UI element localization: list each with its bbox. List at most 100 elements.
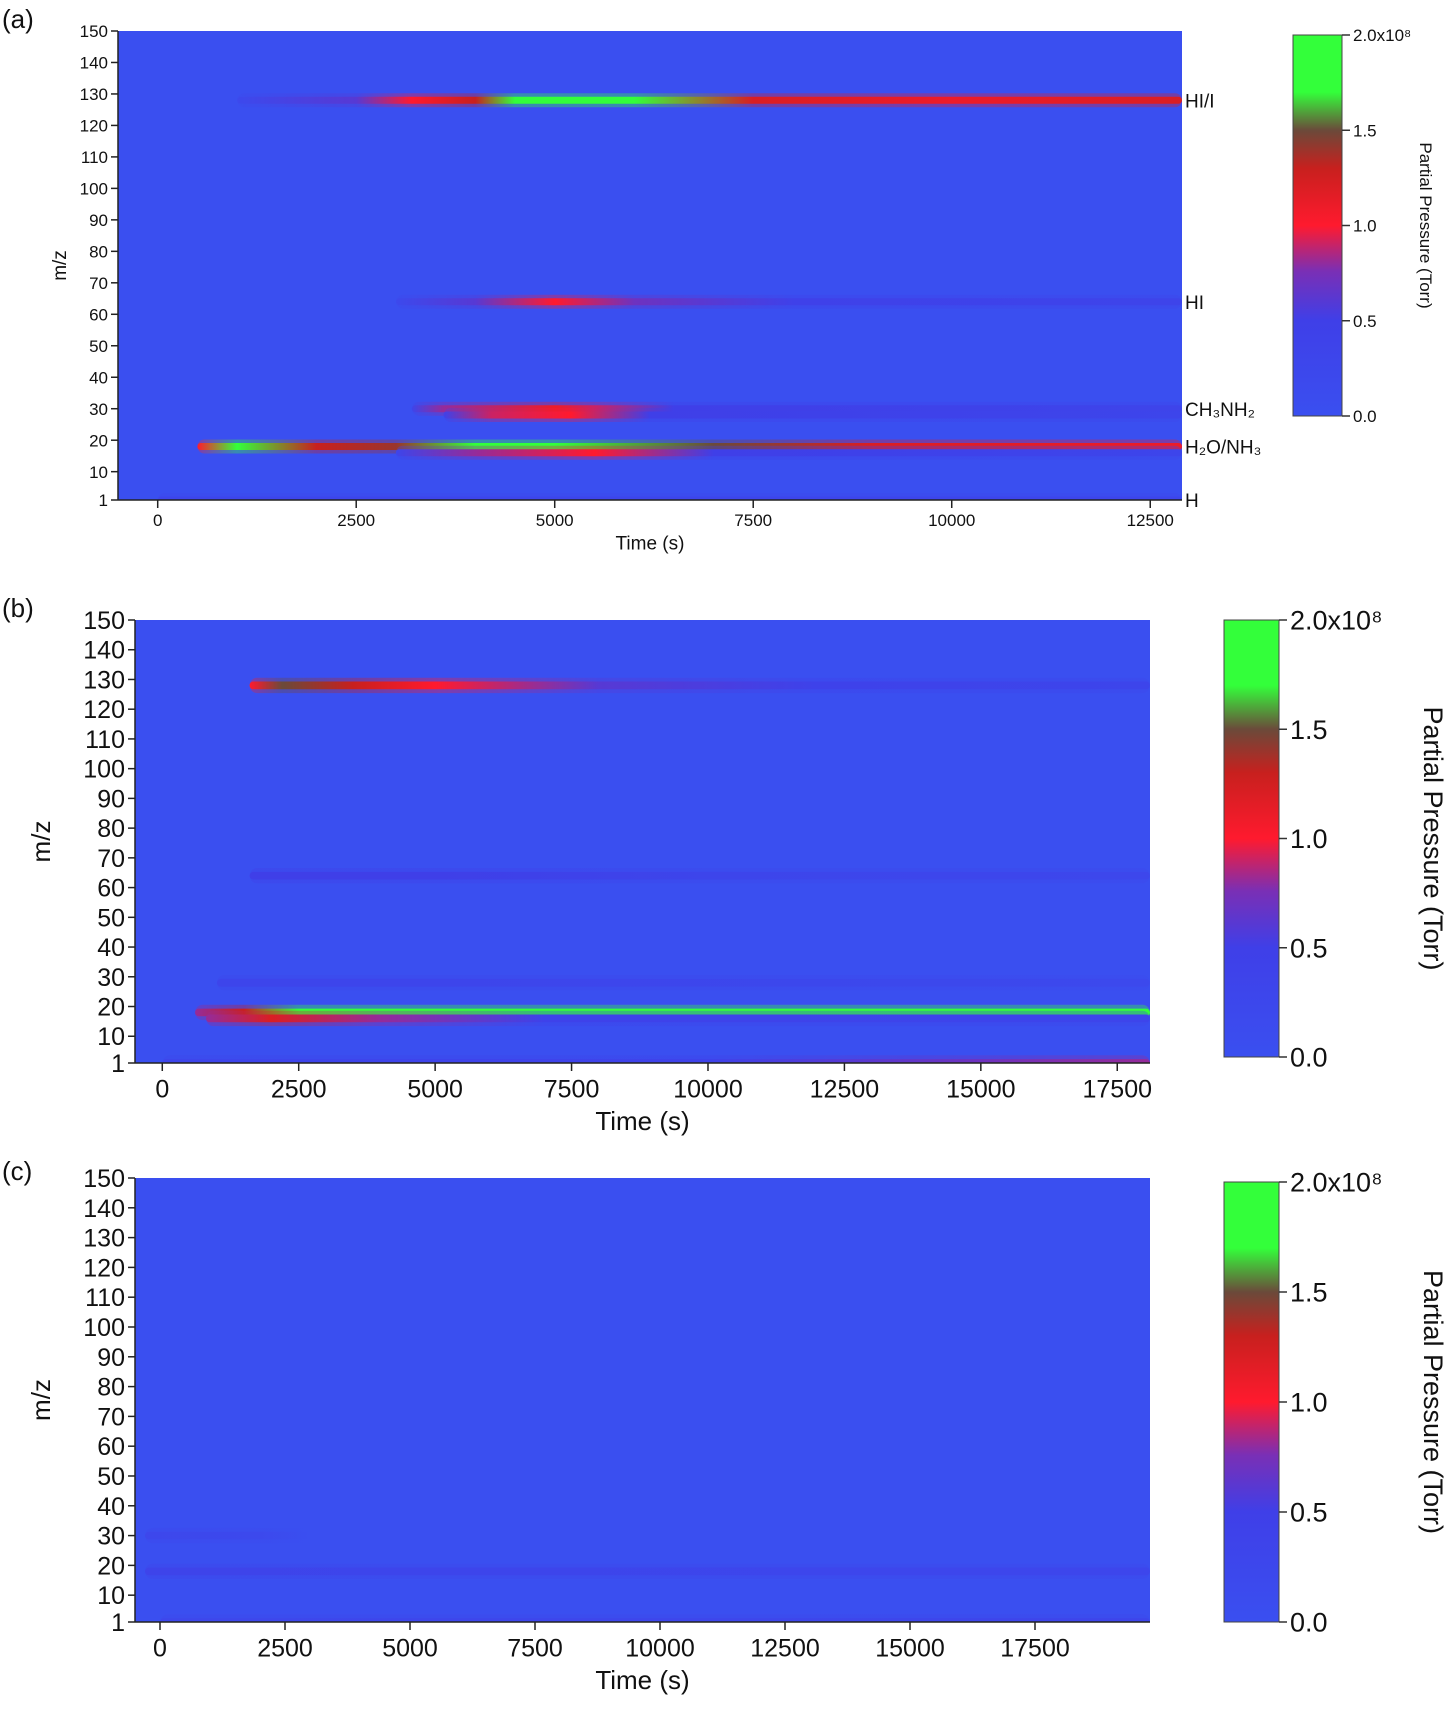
y-tick-label: 90 bbox=[89, 211, 108, 230]
y-tick-label: 10 bbox=[97, 1582, 125, 1610]
colorbar-tick-label: 1.5 bbox=[1290, 1278, 1328, 1308]
heatmap-background bbox=[135, 1178, 1150, 1622]
colorbar-tick-label: 0.0 bbox=[1353, 407, 1377, 426]
x-axis-title: Time (s) bbox=[595, 1106, 689, 1136]
band-label: HI/I bbox=[1185, 91, 1215, 112]
y-tick-label: 50 bbox=[89, 337, 108, 356]
y-tick-label: 90 bbox=[97, 785, 125, 813]
heatmap-bands bbox=[145, 1527, 1150, 1622]
band-label: H₂O/NH₃ bbox=[1185, 438, 1261, 459]
colorbar-title: Partial Pressure (Torr) bbox=[1416, 142, 1435, 308]
y-tick-label: 140 bbox=[83, 1195, 125, 1223]
x-tick-label: 0 bbox=[155, 1075, 169, 1103]
y-tick-label: 60 bbox=[89, 305, 108, 324]
band-mz-18 bbox=[145, 1567, 1150, 1576]
y-tick-label: 20 bbox=[97, 994, 125, 1022]
y-tick-label: 40 bbox=[97, 934, 125, 962]
band-mz-28 bbox=[216, 978, 1150, 987]
colorbar-tick-label: 2.0x10⁸ bbox=[1353, 26, 1411, 45]
colorbar-gradient bbox=[1223, 619, 1280, 1058]
colorbar-tick-label: 0.5 bbox=[1353, 312, 1377, 331]
panel-label: (c) bbox=[2, 1156, 32, 1186]
x-tick-label: 10000 bbox=[928, 511, 975, 530]
colorbar-tick-label: 1.5 bbox=[1290, 715, 1328, 745]
y-tick-label: 1 bbox=[111, 1609, 125, 1637]
y-tick-label: 1 bbox=[99, 491, 108, 510]
y-tick-label: 30 bbox=[97, 964, 125, 992]
band-mz-28 bbox=[443, 411, 1182, 419]
x-tick-label: 12500 bbox=[1127, 511, 1174, 530]
colorbar-gradient bbox=[1223, 1181, 1280, 1623]
band-label: CH₃NH₂ bbox=[1185, 400, 1255, 421]
y-axis-title: m/z bbox=[26, 1379, 56, 1421]
colorbar-title: Partial Pressure (Torr) bbox=[1418, 706, 1448, 970]
x-tick-label: 7500 bbox=[734, 511, 772, 530]
colorbar-tick-label: 1.0 bbox=[1353, 217, 1377, 236]
colorbar-tick-label: 0.5 bbox=[1290, 1498, 1328, 1528]
x-tick-label: 15000 bbox=[946, 1075, 1016, 1103]
colorbar-tick-label: 1.5 bbox=[1353, 121, 1377, 140]
x-tick-label: 12500 bbox=[750, 1634, 820, 1662]
y-tick-label: 10 bbox=[89, 463, 108, 482]
x-tick-label: 0 bbox=[153, 511, 162, 530]
y-tick-label: 20 bbox=[97, 1552, 125, 1580]
band-mz-1 bbox=[157, 496, 1182, 500]
x-tick-label: 0 bbox=[153, 1634, 167, 1662]
x-tick-label: 17500 bbox=[1000, 1634, 1070, 1662]
band-label: HI bbox=[1185, 293, 1204, 314]
x-tick-label: 7500 bbox=[544, 1075, 600, 1103]
colorbar-tick-label: 0.0 bbox=[1290, 1608, 1328, 1638]
x-tick-label: 2500 bbox=[271, 1075, 327, 1103]
y-axis-title: m/z bbox=[26, 821, 56, 863]
y-tick-label: 20 bbox=[89, 431, 108, 450]
x-tick-label: 12500 bbox=[810, 1075, 880, 1103]
y-tick-label: 130 bbox=[83, 666, 125, 694]
band-mz-128 bbox=[249, 681, 1150, 690]
y-tick-label: 30 bbox=[89, 400, 108, 419]
panel-1: (a)1102030405060708090100110120130140150… bbox=[2, 4, 1435, 555]
band-mz-1 bbox=[162, 1059, 1150, 1063]
band-label: H bbox=[1185, 491, 1199, 512]
panel-label: (a) bbox=[2, 4, 34, 34]
panel-3: (c)1102030405060708090100110120130140150… bbox=[2, 1156, 1448, 1695]
y-tick-label: 150 bbox=[83, 607, 125, 635]
band-mz-30 bbox=[145, 1531, 310, 1540]
colorbar-tick-label: 0.0 bbox=[1290, 1043, 1328, 1073]
x-tick-label: 10000 bbox=[673, 1075, 743, 1103]
band-mz-64 bbox=[395, 298, 1182, 306]
x-axis-title: Time (s) bbox=[595, 1665, 689, 1695]
y-tick-label: 120 bbox=[83, 696, 125, 724]
x-tick-label: 5000 bbox=[536, 511, 574, 530]
y-tick-label: 140 bbox=[83, 637, 125, 665]
colorbar: 0.0 0.5 1.0 1.5 2.0x10⁸ Partial Pressure (Tor… bbox=[1292, 26, 1435, 426]
y-tick-label: 70 bbox=[97, 1403, 125, 1431]
heatmap-bands bbox=[162, 677, 1150, 1063]
band-mz-64 bbox=[249, 871, 1150, 880]
colorbar-tick-label: 1.0 bbox=[1290, 1388, 1328, 1418]
y-tick-label: 70 bbox=[89, 274, 108, 293]
y-tick-label: 120 bbox=[83, 1254, 125, 1282]
colorbar-tick-label: 2.0x10⁸ bbox=[1290, 1168, 1382, 1198]
x-tick-label: 5000 bbox=[382, 1634, 438, 1662]
y-tick-label: 1 bbox=[111, 1050, 125, 1078]
y-tick-label: 50 bbox=[97, 1463, 125, 1491]
colorbar-tick-label: 2.0x10⁸ bbox=[1290, 606, 1382, 636]
x-tick-label: 10000 bbox=[625, 1634, 695, 1662]
y-tick-label: 130 bbox=[83, 1225, 125, 1253]
y-tick-label: 40 bbox=[89, 368, 108, 387]
y-tick-label: 30 bbox=[97, 1523, 125, 1551]
x-tick-label: 17500 bbox=[1082, 1075, 1152, 1103]
y-tick-label: 140 bbox=[80, 54, 108, 73]
band-mz-1 bbox=[160, 1618, 1150, 1622]
heatmap-bands bbox=[157, 93, 1182, 500]
x-axis-title: Time (s) bbox=[616, 534, 685, 555]
colorbar-tick-label: 1.0 bbox=[1290, 824, 1328, 854]
x-tick-label: 15000 bbox=[875, 1634, 945, 1662]
band-mz-16 bbox=[205, 1014, 1150, 1023]
band-mz-16 bbox=[395, 449, 1182, 457]
y-tick-label: 10 bbox=[97, 1023, 125, 1051]
y-tick-label: 60 bbox=[97, 875, 125, 903]
y-axis-title: m/z bbox=[50, 250, 71, 281]
panel-2: (b)1102030405060708090100110120130140150… bbox=[2, 593, 1448, 1136]
y-tick-label: 80 bbox=[89, 242, 108, 261]
